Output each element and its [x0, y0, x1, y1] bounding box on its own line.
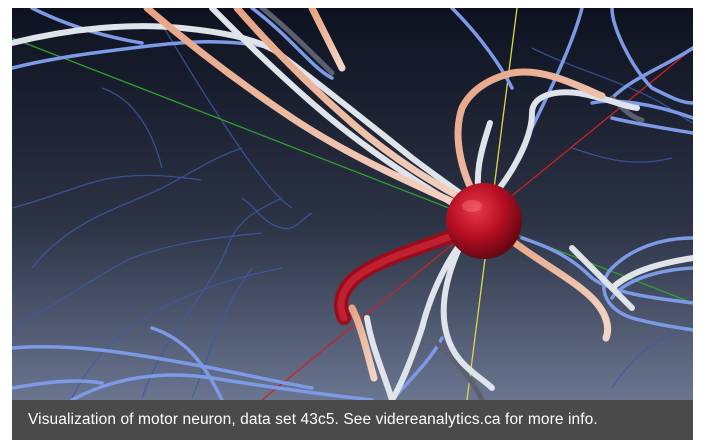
caption-text: Visualization of motor neuron, data set …	[28, 411, 598, 428]
peach-branches	[143, 8, 612, 382]
caption-bar: Visualization of motor neuron, data set …	[12, 400, 693, 440]
neuron-visualization	[12, 8, 693, 400]
soma-sphere	[446, 183, 522, 259]
neuron-scene-canvas	[12, 8, 693, 400]
